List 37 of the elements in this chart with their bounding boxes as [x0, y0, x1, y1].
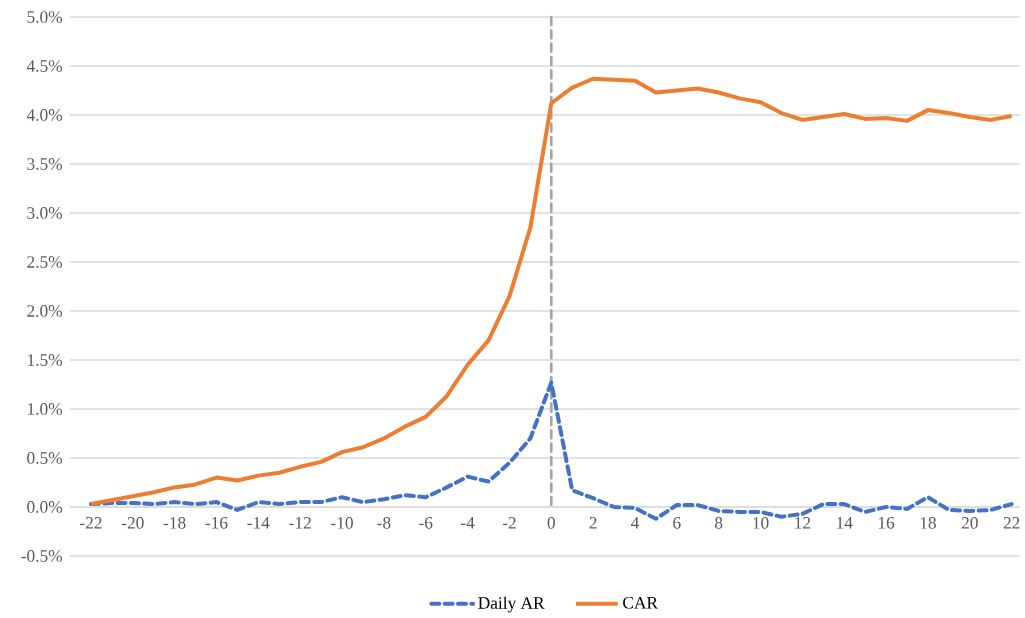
y-tick-label: 3.5% [27, 158, 63, 170]
y-tick-label: 2.5% [27, 256, 63, 268]
y-tick-label: 2.0% [27, 305, 63, 317]
y-tick-label: 1.0% [28, 403, 63, 415]
x-tick-label: 8 [715, 517, 723, 529]
y-tick-label: 5.0% [27, 11, 63, 23]
x-tick-label: 2 [589, 517, 597, 529]
x-tick-label: -14 [247, 517, 270, 529]
x-tick-label: -20 [121, 517, 144, 529]
x-tick-label: -12 [289, 517, 311, 529]
y-tick-label: -0.5% [21, 550, 63, 562]
x-tick-label: -4 [461, 517, 475, 529]
x-tick-label: -6 [419, 517, 433, 529]
x-tick-label: 16 [878, 517, 895, 529]
x-tick-label: 14 [837, 517, 853, 529]
x-tick-label: -10 [331, 517, 353, 529]
y-tick-label: 3.0% [27, 207, 63, 219]
x-tick-label: -18 [163, 517, 186, 529]
y-tick-label: 0.0% [27, 501, 63, 513]
legend-label: Daily AR [478, 596, 545, 613]
x-tick-label: 4 [630, 517, 640, 529]
x-tick-label: 18 [920, 517, 936, 529]
x-tick-label: -16 [205, 517, 228, 529]
x-tick-label: 0 [547, 517, 555, 529]
x-tick-label: 20 [961, 517, 978, 529]
y-tick-label: 0.5% [27, 452, 63, 464]
x-tick-label: -22 [80, 517, 102, 529]
x-tick-label: 12 [795, 517, 811, 529]
y-tick-label: 4.5% [26, 60, 63, 72]
x-tick-label: 22 [1003, 517, 1020, 529]
x-tick-label: -8 [377, 517, 391, 529]
y-tick-label: 1.5% [28, 354, 63, 366]
x-tick-label: 10 [753, 517, 769, 529]
x-tick-label: 6 [673, 517, 681, 529]
legend-label: CAR [623, 596, 658, 609]
y-tick-label: 4.0% [26, 109, 63, 121]
x-tick-label: -2 [502, 517, 516, 529]
